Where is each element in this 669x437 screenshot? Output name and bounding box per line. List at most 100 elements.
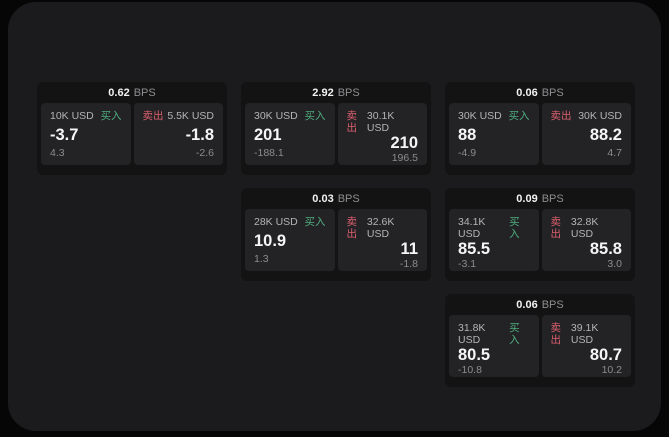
- bps-header: 2.92 BPS: [245, 82, 427, 103]
- bps-value: 0.03: [312, 192, 334, 205]
- bps-value: 0.62: [108, 86, 130, 99]
- sell-tag: 卖出: [142, 110, 164, 122]
- buy-tag: 买入: [100, 110, 122, 122]
- quote-card: 0.62 BPS 10K USD 买入 -3.7 4.3 卖出 5.5K USD…: [37, 82, 227, 175]
- buy-tag: 买入: [304, 110, 326, 122]
- buy-quote-tile[interactable]: 30K USD 买入 201 -188.1: [245, 103, 335, 165]
- sell-change: -2.6: [195, 147, 214, 159]
- buy-amount: 10K USD: [50, 110, 94, 122]
- quote-card: 0.06 BPS 30K USD 买入 88 -4.9 卖出 30K USD 8…: [445, 82, 635, 175]
- buy-quote-tile[interactable]: 31.8K USD 买入 80.5 -10.8: [449, 315, 539, 377]
- buy-tag: 买入: [304, 216, 326, 228]
- bps-unit-label: BPS: [541, 192, 564, 205]
- sell-change: 4.7: [607, 147, 622, 159]
- bps-value: 0.09: [516, 192, 538, 205]
- sell-quote-tile[interactable]: 卖出 32.8K USD 85.8 3.0: [541, 209, 631, 271]
- quote-card: 0.03 BPS 28K USD 买入 10.9 1.3 卖出 32.6K US…: [241, 188, 431, 281]
- sell-quote-tile[interactable]: 卖出 30K USD 88.2 4.7: [541, 103, 631, 165]
- sell-tile-header: 卖出 5.5K USD: [143, 110, 215, 122]
- sell-price: 210: [390, 134, 418, 152]
- quote-tiles: 30K USD 买入 88 -4.9 卖出 30K USD 88.2 4.7: [449, 103, 631, 165]
- bps-unit-label: BPS: [541, 298, 564, 311]
- buy-price: 88: [458, 125, 477, 144]
- sell-amount: 32.8K USD: [570, 216, 599, 240]
- sell-price: 88.2: [589, 125, 622, 144]
- sell-price: -1.8: [185, 125, 214, 144]
- sell-quote-tile[interactable]: 卖出 32.6K USD 11 -1.8: [337, 209, 427, 271]
- sell-tag: 卖出: [346, 110, 358, 134]
- sell-tag: 卖出: [550, 110, 572, 122]
- sell-tag: 卖出: [550, 216, 562, 240]
- buy-tile-header: 31.8K USD 买入: [458, 322, 530, 346]
- quote-card: 0.09 BPS 34.1K USD 买入 85.5 -3.1 卖出 32.8K…: [445, 188, 635, 281]
- sell-change: 3.0: [607, 258, 622, 270]
- bps-unit-label: BPS: [133, 86, 156, 99]
- buy-price: 201: [254, 125, 282, 144]
- sell-amount: 30K USD: [578, 110, 622, 122]
- buy-tile-header: 10K USD 买入: [50, 110, 122, 122]
- buy-tile-header: 28K USD 买入: [254, 216, 326, 228]
- buy-tile-header: 30K USD 买入: [458, 110, 530, 122]
- buy-price: 80.5: [458, 346, 491, 364]
- main-panel: 0.62 BPS 10K USD 买入 -3.7 4.3 卖出 5.5K USD…: [8, 2, 661, 431]
- sell-price: 80.7: [589, 346, 622, 364]
- buy-quote-tile[interactable]: 30K USD 买入 88 -4.9: [449, 103, 539, 165]
- sell-tag: 卖出: [550, 322, 562, 346]
- buy-change: -4.9: [458, 147, 477, 159]
- bps-unit-label: BPS: [337, 192, 360, 205]
- buy-change: 4.3: [50, 147, 65, 159]
- sell-tag: 卖出: [346, 216, 358, 240]
- quote-tiles: 30K USD 买入 201 -188.1 卖出 30.1K USD 210 1…: [245, 103, 427, 165]
- sell-price: 85.8: [589, 240, 622, 258]
- buy-amount: 34.1K USD: [458, 216, 486, 240]
- quote-tiles: 28K USD 买入 10.9 1.3 卖出 32.6K USD 11 -1.8: [245, 209, 427, 271]
- sell-amount: 5.5K USD: [167, 110, 214, 122]
- bps-header: 0.03 BPS: [245, 188, 427, 209]
- buy-tag: 买入: [509, 216, 520, 240]
- bps-header: 0.62 BPS: [41, 82, 223, 103]
- buy-quote-tile[interactable]: 28K USD 买入 10.9 1.3: [245, 209, 335, 271]
- sell-change: 10.2: [601, 364, 622, 376]
- sell-tile-header: 卖出 32.8K USD: [551, 216, 623, 240]
- sell-tile-header: 卖出 32.6K USD: [347, 216, 419, 240]
- buy-price: -3.7: [50, 125, 79, 144]
- sell-amount: 39.1K USD: [570, 322, 599, 346]
- sell-amount: 30.1K USD: [366, 110, 395, 134]
- sell-price: 11: [400, 240, 418, 258]
- bps-value: 2.92: [312, 86, 334, 99]
- quote-card: 0.06 BPS 31.8K USD 买入 80.5 -10.8 卖出 39.1…: [445, 294, 635, 387]
- buy-change: -3.1: [458, 258, 477, 270]
- buy-change: -10.8: [458, 364, 482, 376]
- quote-card: 2.92 BPS 30K USD 买入 201 -188.1 卖出 30.1K …: [241, 82, 431, 175]
- quote-tiles: 10K USD 买入 -3.7 4.3 卖出 5.5K USD -1.8 -2.…: [41, 103, 223, 165]
- bps-header: 0.09 BPS: [449, 188, 631, 209]
- sell-quote-tile[interactable]: 卖出 5.5K USD -1.8 -2.6: [133, 103, 223, 165]
- sell-tile-header: 卖出 30.1K USD: [347, 110, 419, 134]
- buy-tile-header: 30K USD 买入: [254, 110, 326, 122]
- buy-price: 10.9: [254, 231, 287, 250]
- buy-change: -188.1: [254, 147, 284, 159]
- sell-tile-header: 卖出 30K USD: [551, 110, 623, 122]
- buy-amount: 28K USD: [254, 216, 298, 228]
- buy-tag: 买入: [508, 110, 530, 122]
- buy-amount: 31.8K USD: [458, 322, 486, 346]
- buy-quote-tile[interactable]: 34.1K USD 买入 85.5 -3.1: [449, 209, 539, 271]
- bps-value: 0.06: [516, 86, 538, 99]
- bps-header: 0.06 BPS: [449, 294, 631, 315]
- buy-amount: 30K USD: [458, 110, 502, 122]
- buy-tile-header: 34.1K USD 买入: [458, 216, 530, 240]
- sell-amount: 32.6K USD: [366, 216, 395, 240]
- buy-quote-tile[interactable]: 10K USD 买入 -3.7 4.3: [41, 103, 131, 165]
- bps-value: 0.06: [516, 298, 538, 311]
- bps-unit-label: BPS: [541, 86, 564, 99]
- quote-card-grid: 0.62 BPS 10K USD 买入 -3.7 4.3 卖出 5.5K USD…: [37, 82, 635, 387]
- sell-quote-tile[interactable]: 卖出 30.1K USD 210 196.5: [337, 103, 427, 165]
- buy-price: 85.5: [458, 240, 491, 258]
- quote-tiles: 31.8K USD 买入 80.5 -10.8 卖出 39.1K USD 80.…: [449, 315, 631, 377]
- bps-unit-label: BPS: [337, 86, 360, 99]
- buy-amount: 30K USD: [254, 110, 298, 122]
- buy-change: 1.3: [254, 253, 269, 265]
- quote-tiles: 34.1K USD 买入 85.5 -3.1 卖出 32.8K USD 85.8…: [449, 209, 631, 271]
- sell-change: 196.5: [391, 152, 418, 164]
- sell-quote-tile[interactable]: 卖出 39.1K USD 80.7 10.2: [541, 315, 631, 377]
